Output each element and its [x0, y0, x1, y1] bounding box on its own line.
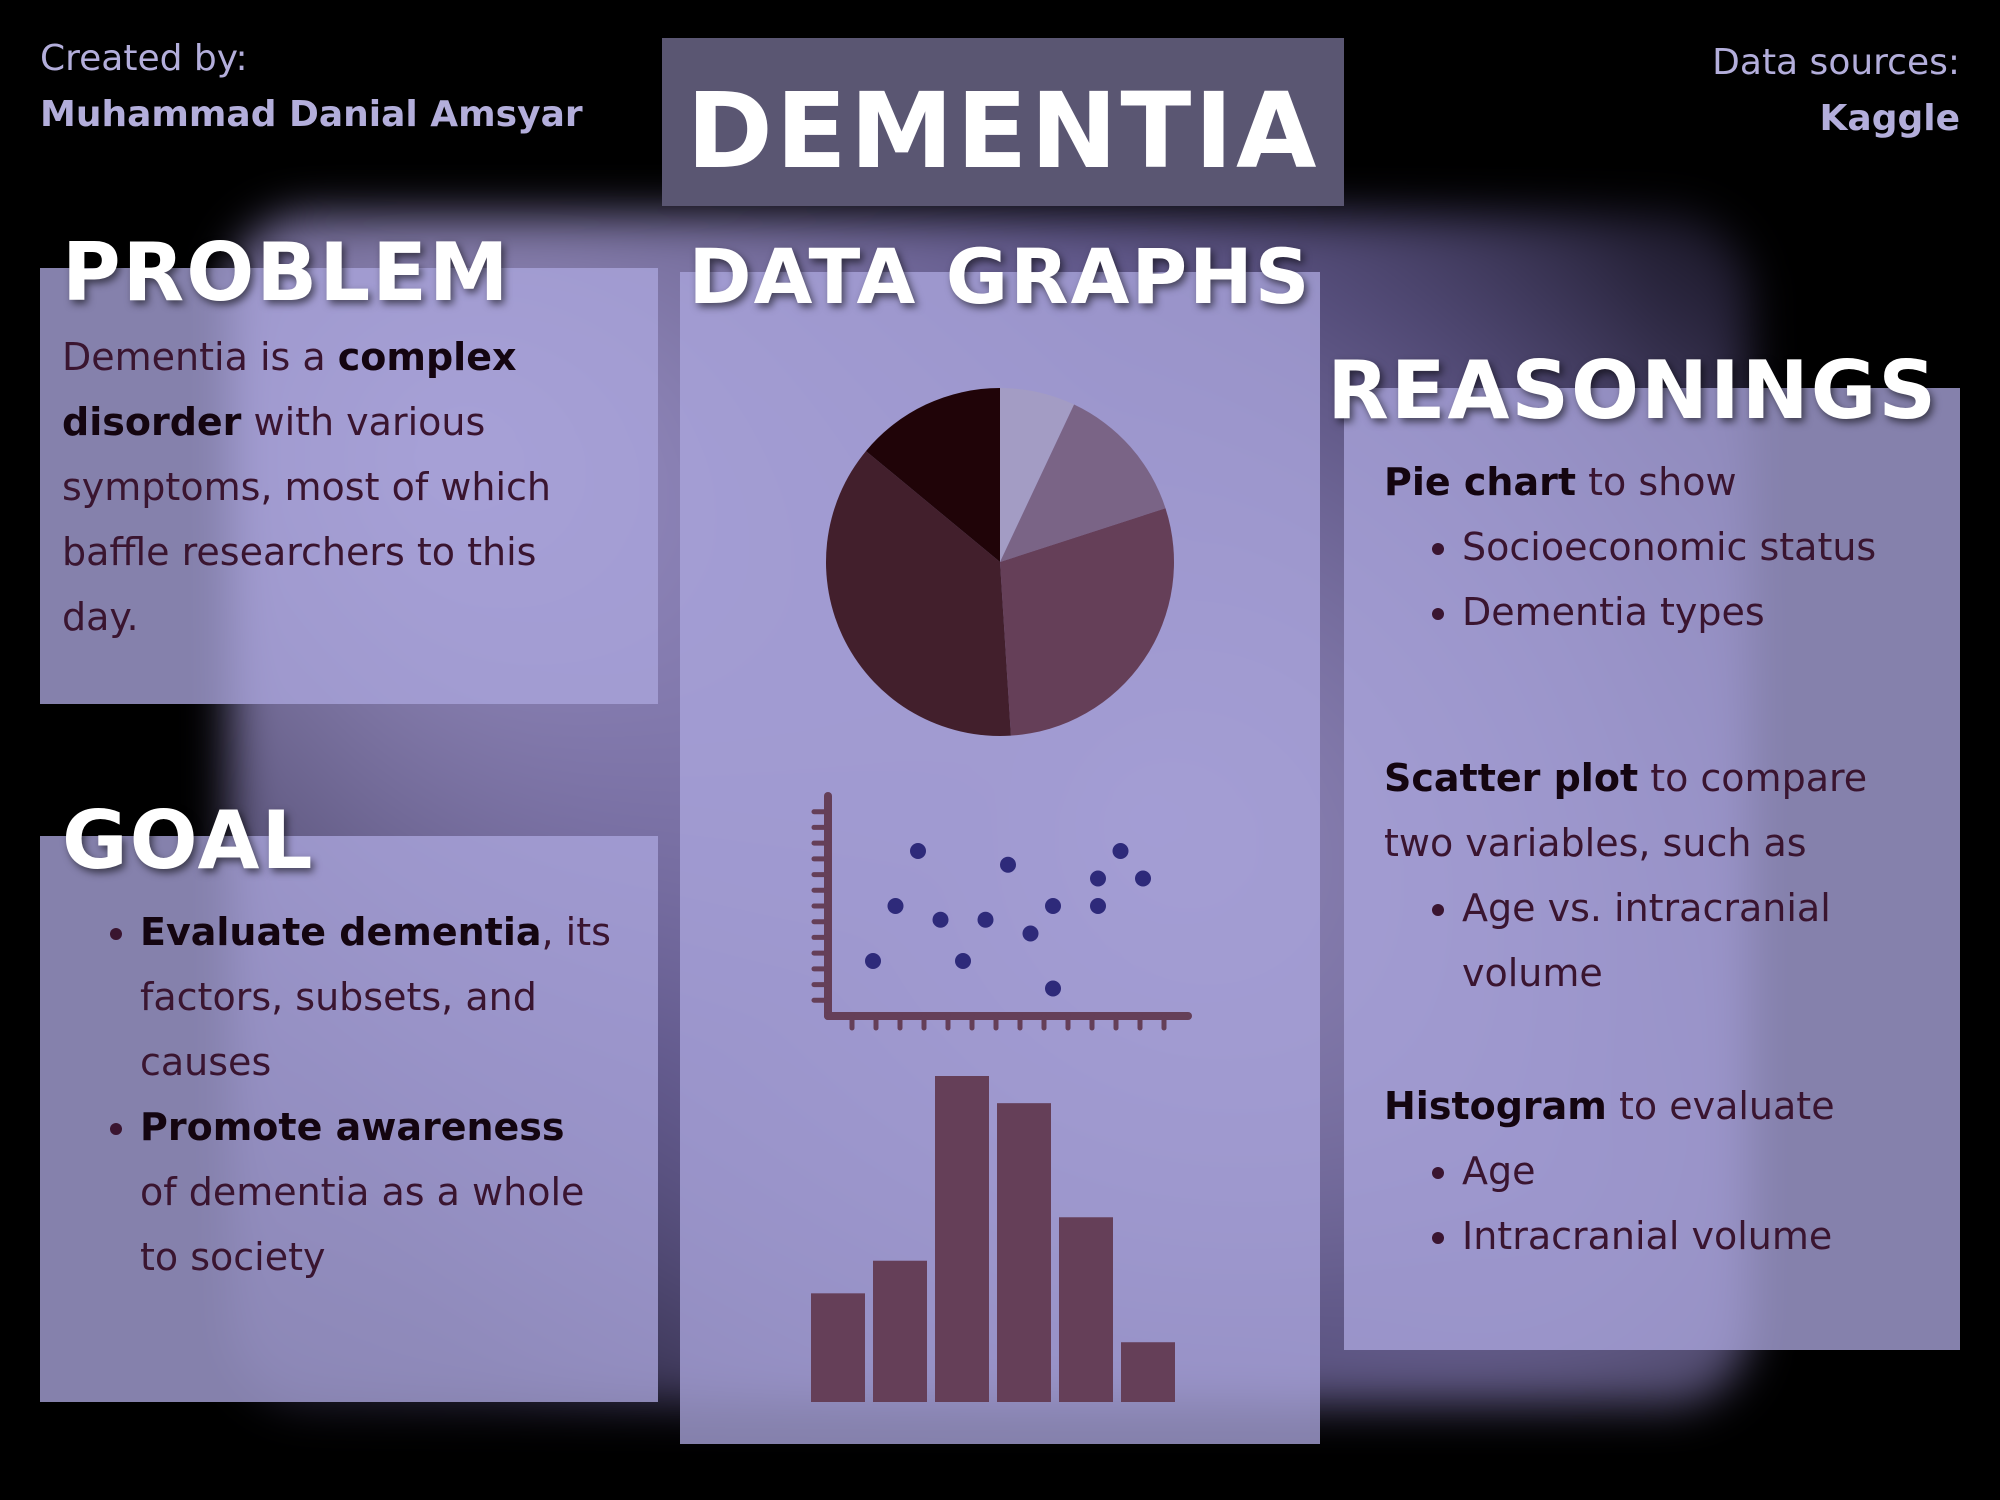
reasonings-heading: REASONINGS [1327, 344, 1938, 437]
scatter-plot [811, 792, 1192, 1031]
pie-slice [1000, 508, 1174, 736]
histogram-bar [811, 1293, 865, 1402]
problem-line: disorder with various [62, 400, 486, 444]
reasoning-scatter: Scatter plot to compare two variables, s… [1384, 746, 1954, 1006]
problem-line: Dementia is a complex [62, 335, 517, 379]
reasoning-scatter-title: Scatter plot to compare [1384, 756, 1868, 800]
pie-slice [1000, 404, 1166, 562]
pie-slice [1000, 388, 1075, 562]
charts-svg [811, 388, 1192, 1402]
goal-list: Evaluate dementia, its factors, subsets,… [92, 900, 652, 1290]
goal-item: Promote awareness of dementia as a whole… [140, 1095, 652, 1290]
histogram-bar [935, 1076, 989, 1402]
histogram-bar [1059, 1217, 1113, 1402]
histogram [811, 1076, 1175, 1402]
scatter-point [1045, 898, 1061, 914]
scatter-point [910, 843, 926, 859]
author-name: Muhammad Danial Amsyar [40, 94, 583, 135]
created-by-label: Created by: [40, 38, 248, 79]
reasoning-histogram-title: Histogram to evaluate [1384, 1084, 1835, 1128]
problem-panel [40, 268, 658, 704]
problem-text: Dementia is a complex disorder with vari… [62, 325, 652, 650]
scatter-point [865, 953, 881, 969]
data-sources-label: Data sources: [1712, 42, 1960, 83]
scatter-point [1022, 925, 1039, 942]
reasonings-panel [1344, 388, 1960, 1350]
scatter-point [1090, 870, 1106, 887]
pie-slice [826, 451, 1011, 736]
problem-line: baffle researchers to this [62, 530, 537, 574]
histogram-bar [1121, 1342, 1175, 1402]
histogram-bar [997, 1103, 1051, 1402]
scatter-point [932, 911, 949, 928]
list-item: Socioeconomic status [1462, 515, 1954, 580]
scatter-point [977, 911, 994, 928]
problem-heading: PROBLEM [62, 226, 511, 319]
problem-line: day. [62, 595, 139, 639]
scatter-point [1112, 843, 1129, 859]
title-banner: DEMENTIA [662, 38, 1344, 206]
list-item: Age [1462, 1139, 1954, 1204]
list-item: Intracranial volume [1462, 1204, 1954, 1269]
goal-item: Evaluate dementia, its factors, subsets,… [140, 900, 652, 1095]
reasoning-histogram: Histogram to evaluate Age Intracranial v… [1384, 1074, 1954, 1269]
reasoning-pie: Pie chart to show Socioeconomic status D… [1384, 450, 1954, 645]
goal-panel [40, 836, 658, 1402]
scatter-point [1135, 870, 1151, 887]
reasoning-pie-list: Socioeconomic status Dementia types [1384, 515, 1954, 645]
goal-heading: GOAL [62, 794, 315, 887]
data-source-name: Kaggle [1819, 98, 1960, 139]
scatter-point [1090, 898, 1106, 914]
scatter-point [887, 898, 904, 914]
reasoning-scatter-line2: two variables, such as [1384, 821, 1807, 865]
problem-line: symptoms, most of which [62, 465, 551, 509]
histogram-bar [873, 1260, 927, 1402]
reasoning-histogram-list: Age Intracranial volume [1384, 1139, 1954, 1269]
list-item: Dementia types [1462, 580, 1954, 645]
scatter-point [1000, 856, 1016, 873]
goal-bullets: Evaluate dementia, its factors, subsets,… [92, 900, 652, 1290]
pie-chart [826, 388, 1174, 736]
page-title: DEMENTIA [686, 70, 1320, 192]
scatter-point [955, 953, 971, 969]
scatter-point [1045, 980, 1061, 997]
reasoning-pie-title: Pie chart to show [1384, 460, 1737, 504]
graphs-heading: DATA GRAPHS [688, 232, 1312, 321]
pie-slice [865, 388, 1000, 562]
